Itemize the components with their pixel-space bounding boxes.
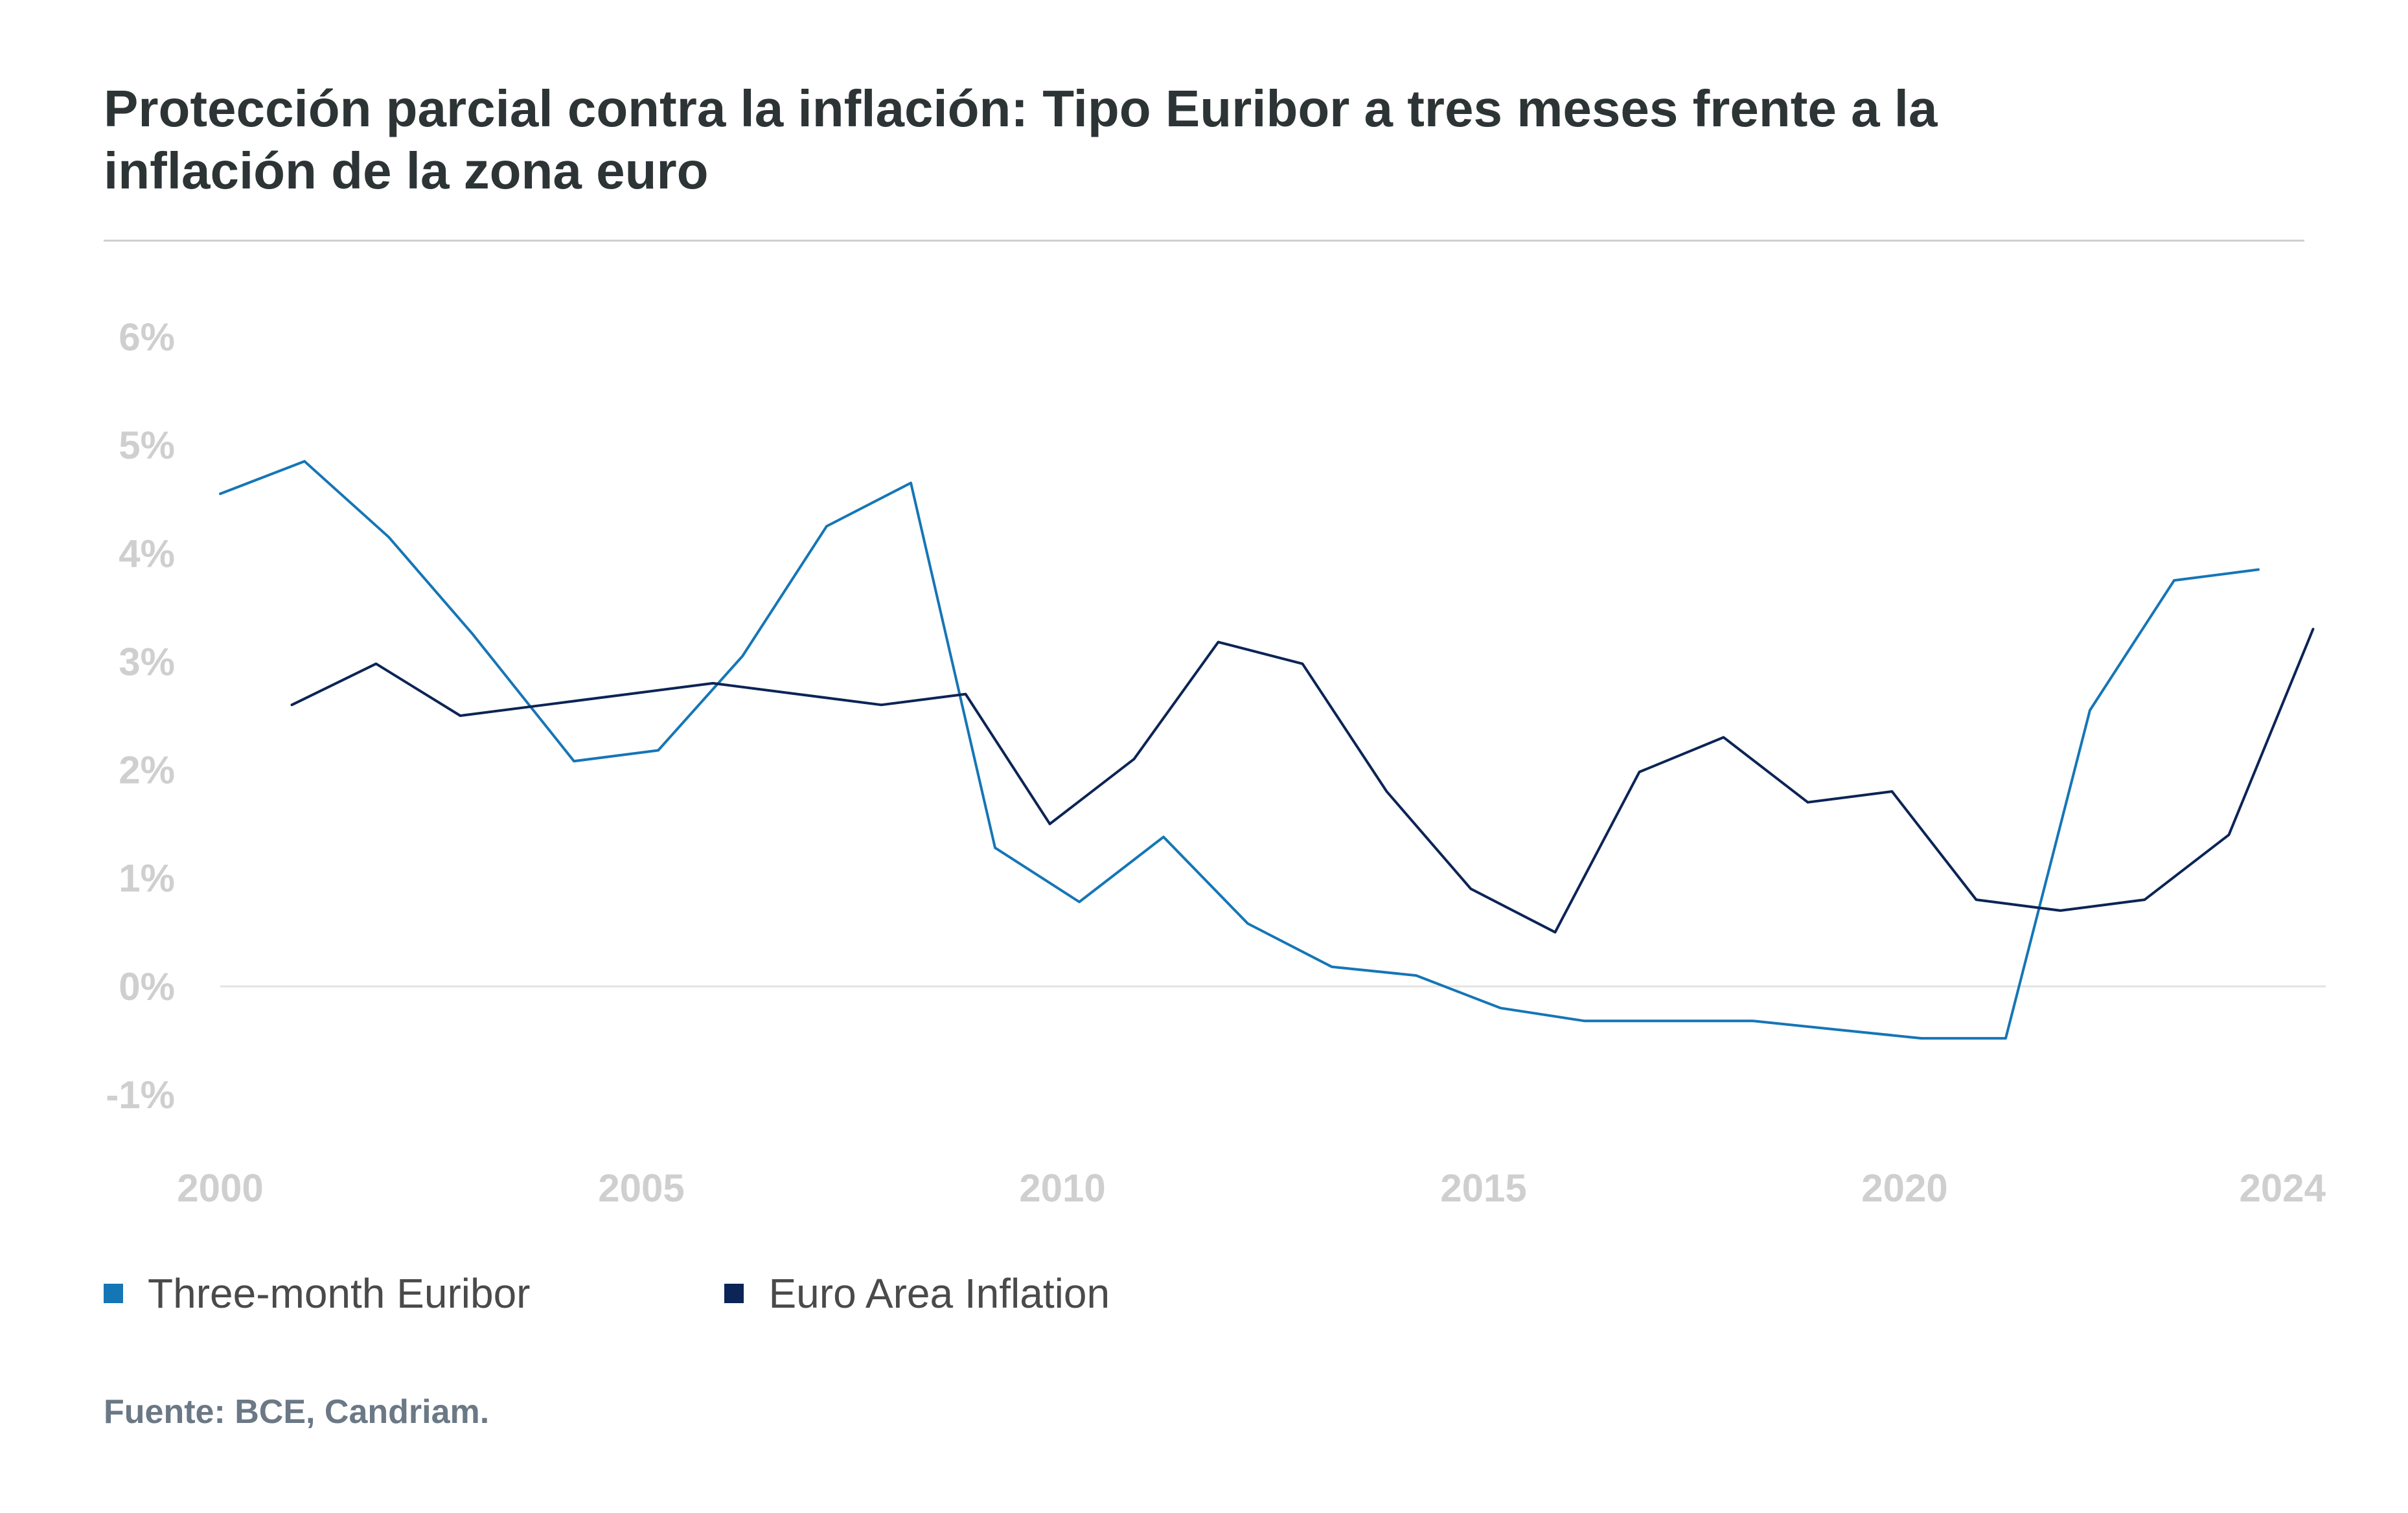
x-tick-label: 2015 — [1440, 1166, 1526, 1210]
y-tick-label: 2% — [119, 749, 175, 792]
legend-swatch-inflation — [724, 1284, 744, 1303]
y-tick-label: 3% — [119, 640, 175, 683]
title-divider — [104, 240, 2304, 242]
chart-title: Protección parcial contra la inflación: … — [104, 80, 1938, 199]
source-note: Fuente: BCE, Candriam. — [104, 1393, 490, 1431]
legend-label-inflation: Euro Area Inflation — [768, 1270, 1110, 1317]
legend-item-euribor: Three-month Euribor — [104, 1269, 530, 1317]
chart-series — [219, 460, 2315, 1040]
euribor-series-line — [219, 460, 2260, 1040]
y-tick-label: 5% — [119, 424, 175, 467]
y-tick-label: 6% — [119, 315, 175, 359]
y-axis-ticks: 6% 5% 4% 3% 2% 1% 0% -1% — [106, 315, 175, 1117]
y-tick-label: 1% — [119, 857, 175, 900]
y-tick-label: 4% — [119, 532, 175, 575]
line-chart: 6%5%4%3%2%1%0%-1% 2000 2005 2010 2015 2020 20… — [106, 315, 2326, 1210]
x-tick-label: 2020 — [1861, 1166, 1947, 1210]
x-tick-label: 2010 — [1019, 1166, 1105, 1210]
x-tick-label: 2000 — [177, 1166, 263, 1210]
y-tick-label: -1% — [106, 1073, 175, 1117]
x-axis-ticks: 2000 2005 2010 2015 2020 2024 — [177, 1166, 2326, 1210]
y-tick-label: 0% — [119, 965, 175, 1008]
chart-legend: Three-month Euribor Euro Area Inflation — [104, 1269, 1304, 1317]
inflation-series-line — [290, 628, 2315, 934]
x-tick-label: 2005 — [598, 1166, 684, 1210]
legend-label-euribor: Three-month Euribor — [148, 1270, 531, 1317]
x-tick-label: 2024 — [2240, 1166, 2326, 1210]
legend-item-inflation: Euro Area Inflation — [724, 1269, 1110, 1317]
legend-swatch-euribor — [104, 1284, 123, 1303]
